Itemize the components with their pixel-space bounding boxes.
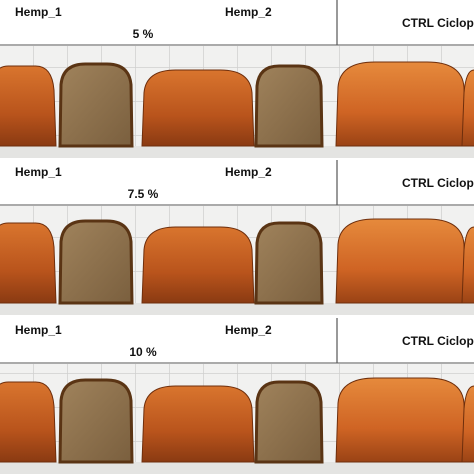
panel: Hemp_1 5 % Hemp_2 CTRL Ciclop bbox=[0, 0, 474, 158]
bread-loaf bbox=[0, 65, 57, 147]
left-label: Hemp_1 bbox=[15, 323, 62, 337]
bread-loaf bbox=[335, 61, 467, 147]
bread-loaf bbox=[0, 381, 57, 463]
level-label: 10 % bbox=[129, 345, 157, 359]
control-label: CTRL Ciclop bbox=[402, 16, 474, 30]
panel: Hemp_1 10 % Hemp_2 CTRL Ciclop bbox=[0, 318, 474, 474]
level-label: 5 % bbox=[133, 27, 154, 41]
header bbox=[0, 318, 474, 363]
bread-loaf bbox=[335, 377, 467, 463]
bread-slice bbox=[254, 380, 324, 464]
bread-slice bbox=[58, 219, 134, 305]
header bbox=[0, 0, 474, 45]
shelf bbox=[0, 462, 474, 474]
left-label: Hemp_1 bbox=[15, 165, 62, 179]
right-label: Hemp_2 bbox=[225, 165, 272, 179]
bread-loaf bbox=[0, 222, 57, 304]
bread-loaf bbox=[461, 226, 474, 304]
right-label: Hemp_2 bbox=[225, 5, 272, 19]
bread-slice bbox=[254, 64, 324, 148]
bread-slice bbox=[58, 62, 134, 148]
bread-slice bbox=[58, 378, 134, 464]
bread-loaf bbox=[141, 385, 255, 463]
panel: Hemp_1 7.5 % Hemp_2 CTRL Ciclop bbox=[0, 160, 474, 315]
shelf bbox=[0, 303, 474, 315]
bread-loaf bbox=[335, 218, 467, 304]
bread-loaf bbox=[461, 385, 474, 463]
bread-slice bbox=[254, 221, 324, 305]
control-label: CTRL Ciclop bbox=[402, 334, 474, 348]
bread-loaf bbox=[141, 69, 255, 147]
level-label: 7.5 % bbox=[128, 187, 159, 201]
control-label: CTRL Ciclop bbox=[402, 176, 474, 190]
header bbox=[0, 160, 474, 205]
bread-loaf bbox=[461, 69, 474, 147]
bread-loaf bbox=[141, 226, 255, 304]
right-label: Hemp_2 bbox=[225, 323, 272, 337]
shelf bbox=[0, 146, 474, 158]
left-label: Hemp_1 bbox=[15, 5, 62, 19]
